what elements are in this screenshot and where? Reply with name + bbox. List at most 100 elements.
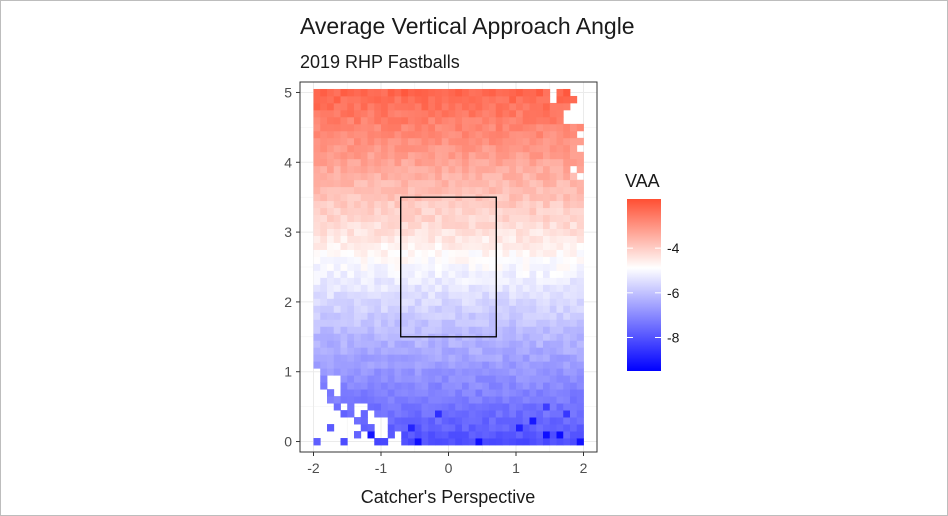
heatmap-tile [536,165,544,174]
heatmap-tile [448,319,456,327]
heatmap-tile [374,347,382,355]
heatmap-tile [374,284,382,292]
heatmap-tile [360,277,368,285]
heatmap-tile [516,396,524,404]
heatmap-tile [387,354,395,362]
heatmap-tile [401,403,409,411]
heatmap-tile [327,186,335,195]
heatmap-tile [401,256,409,264]
heatmap-tile [360,207,368,216]
heatmap-tile [529,431,537,439]
heatmap-tile [475,347,483,355]
heatmap-tile [333,221,341,229]
heatmap-tile [576,403,584,411]
heatmap-tile [428,298,436,306]
heatmap-tile [435,207,443,216]
heatmap-tile [421,291,429,299]
heatmap-tile [401,102,409,111]
heatmap-tile [421,277,429,285]
heatmap-tile [536,305,544,313]
heatmap-tile [536,438,544,446]
heatmap-tile [448,417,456,425]
heatmap-tile [367,249,375,257]
heatmap-tile [462,165,470,174]
heatmap-tile [468,410,476,418]
heatmap-tile [576,235,584,243]
heatmap-tile [536,410,544,418]
heatmap-tile [354,375,362,383]
heatmap-tile [536,312,544,320]
heatmap-tile [327,137,335,146]
heatmap-tile [374,354,382,362]
heatmap-tile [347,130,355,139]
heatmap-tile [327,158,335,167]
heatmap-tile [549,438,557,446]
heatmap-tile [428,172,436,181]
heatmap-tile [381,172,389,181]
heatmap-tile [529,242,537,250]
heatmap-tile [576,165,584,174]
heatmap-tile [448,242,456,250]
heatmap-tile [468,179,476,188]
heatmap-tile [522,326,530,334]
heatmap-tile [522,144,530,153]
heatmap-tile [543,221,551,229]
heatmap-tile [394,172,402,181]
heatmap-tile [556,368,564,376]
heatmap-tile [475,326,483,334]
heatmap-tile [414,88,422,97]
heatmap-tile [509,403,517,411]
heatmap-tile [516,151,524,160]
heatmap-tile [448,326,456,334]
heatmap-tile [414,221,422,229]
heatmap-tile [320,88,328,97]
heatmap-tile [482,214,490,223]
heatmap-tile [387,361,395,369]
heatmap-tile [495,179,503,188]
heatmap-tile [509,172,517,181]
heatmap-tile [354,417,362,425]
heatmap-tile [516,431,524,439]
heatmap-tile [320,382,328,390]
heatmap-tile [327,347,335,355]
heatmap-tile [441,95,449,104]
heatmap-tile [408,382,416,390]
heatmap-tile [408,165,416,174]
heatmap-tile [333,319,341,327]
heatmap-tile [455,179,463,188]
heatmap-tile [502,326,510,334]
heatmap-tile [549,228,557,236]
heatmap-tile [333,403,341,411]
heatmap-tile [381,123,389,132]
heatmap-tile [435,368,443,376]
heatmap-tile [556,277,564,285]
heatmap-tile [576,417,584,425]
heatmap-tile [381,242,389,250]
heatmap-tile [529,228,537,236]
heatmap-tile [340,165,348,174]
heatmap-tile [468,200,476,209]
strike-zone-box [400,196,497,338]
heatmap-tile [576,158,584,167]
heatmap-tile [468,340,476,348]
heatmap-tile [475,95,483,104]
heatmap-tile [516,235,524,243]
heatmap-tile [516,172,524,181]
heatmap-tile [401,340,409,348]
heatmap-tile [549,221,557,229]
heatmap-tile [468,144,476,153]
heatmap-tile [556,214,564,223]
heatmap-tile [489,228,497,236]
heatmap-tile [570,123,578,132]
heatmap-tile [394,347,402,355]
heatmap-tile [536,389,544,397]
heatmap-tile [367,137,375,146]
heatmap-tile [482,361,490,369]
heatmap-tile [570,438,578,446]
heatmap-tile [340,151,348,160]
heatmap-tile [529,137,537,146]
heatmap-tile [468,431,476,439]
heatmap-tile [428,340,436,348]
heatmap-tile [536,179,544,188]
heatmap-tile [354,137,362,146]
